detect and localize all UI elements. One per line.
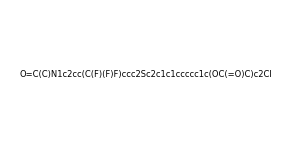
- Text: O=C(C)N1c2cc(C(F)(F)F)ccc2Sc2c1c1ccccc1c(OC(=O)C)c2Cl: O=C(C)N1c2cc(C(F)(F)F)ccc2Sc2c1c1ccccc1c…: [19, 70, 272, 78]
